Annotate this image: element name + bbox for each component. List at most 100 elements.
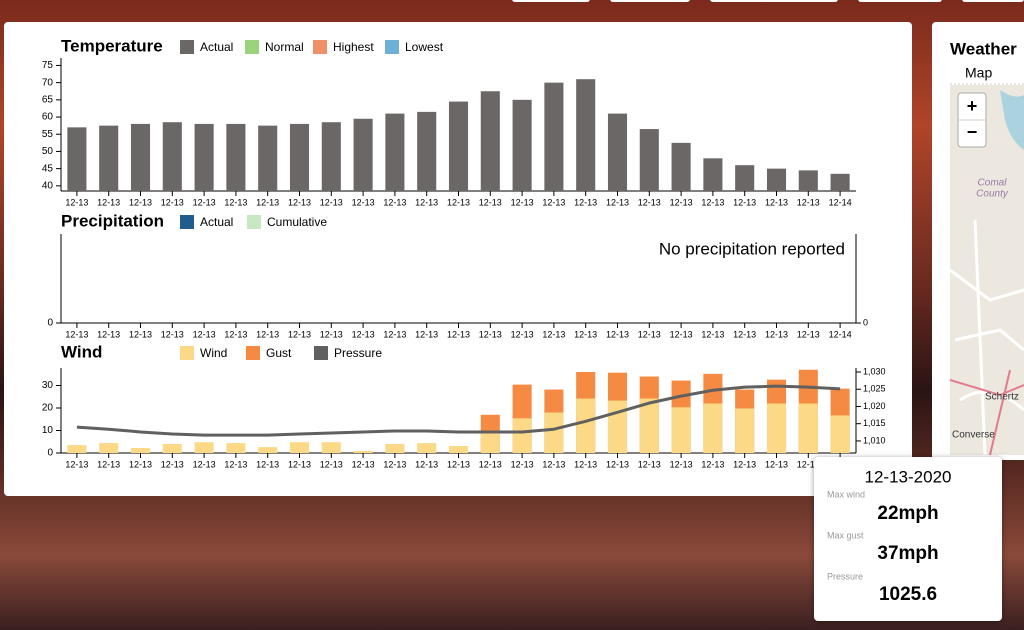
bar [544, 82, 564, 191]
x-tick-label: 12-13 [606, 459, 629, 469]
bar [67, 445, 87, 453]
x-tick-label: 12-13 [320, 329, 343, 339]
x-tick-label: 12-13 [193, 459, 216, 469]
x-tick-label: 12-13 [733, 197, 756, 207]
bar [576, 79, 596, 191]
legend-label: Actual [200, 215, 233, 229]
x-tick-label: 12-14 [829, 329, 852, 339]
y-tick-label: 60 [42, 112, 54, 123]
bar [353, 118, 373, 191]
map-panel: Weather Map + − Comal County Schertz Con… [932, 22, 1024, 460]
bar [480, 433, 500, 453]
roads [949, 219, 1024, 456]
bar [544, 412, 564, 453]
x-tick-label: 12-13 [479, 329, 502, 339]
top-button[interactable] [858, 0, 942, 2]
bar [162, 122, 182, 191]
x-tick-label: 12-13 [638, 329, 661, 339]
legend-label: Normal [265, 40, 304, 54]
x-tick-label: 12-13 [256, 329, 279, 339]
x-tick-label: 12-13 [97, 329, 120, 339]
bar [671, 407, 691, 453]
x-tick-label: 12-13 [129, 197, 152, 207]
map-tab[interactable]: Map [965, 65, 992, 81]
x-tick-label: 12-13 [129, 329, 152, 339]
zoom-out[interactable]: − [967, 122, 978, 142]
bar [639, 129, 659, 191]
x-tick-label: 12-13 [65, 197, 88, 207]
bar [703, 158, 723, 191]
bar [162, 444, 182, 453]
tooltip-value: 37mph [877, 543, 938, 564]
x-tick-label: 12-13 [542, 329, 565, 339]
x-tick-label: 12-13 [701, 329, 724, 339]
bar [417, 443, 437, 453]
x-tick-label: 12-13 [765, 459, 788, 469]
lake [1000, 90, 1024, 150]
x-tick-label: 12-13 [224, 329, 247, 339]
x-tick-label: 12-13 [256, 197, 279, 207]
top-button[interactable] [512, 0, 590, 2]
bar [448, 101, 469, 191]
x-tick-label: 12-13 [65, 329, 88, 339]
bar [607, 113, 628, 191]
legend-swatch [385, 40, 399, 54]
tooltip-label: Pressure [827, 571, 863, 581]
y-tick-label: 10 [42, 425, 54, 436]
bar [130, 123, 151, 191]
x-tick-label: 12-13 [542, 197, 565, 207]
bar [194, 123, 214, 191]
legend-label: Actual [200, 40, 233, 54]
bar [766, 168, 787, 191]
tooltip-label: Max wind [827, 489, 865, 499]
bar [194, 442, 214, 453]
legend-swatch [247, 215, 261, 229]
x-tick-label: 12-13 [733, 459, 756, 469]
bar [226, 443, 246, 453]
tooltip-label: Max gust [827, 530, 864, 540]
x-tick-label: 12-13 [797, 197, 820, 207]
x-tick-label: 12-13 [288, 197, 311, 207]
tooltip-value: 22mph [877, 503, 938, 524]
y2-tick-label: 1,010 [863, 435, 886, 445]
bar [512, 99, 532, 191]
x-tick-label: 12-13 [352, 197, 375, 207]
y-tick-label: 0 [47, 448, 53, 459]
y-tick-label: 45 [42, 163, 54, 174]
x-tick-label: 12-13 [193, 329, 216, 339]
y2-tick-label: 1,025 [863, 384, 886, 394]
x-tick-label: 12-13 [288, 329, 311, 339]
x-tick-label: 12-13 [574, 197, 597, 207]
bar [766, 403, 787, 453]
x-tick-label: 12-13 [479, 197, 502, 207]
x-tick-label: 12-13 [479, 459, 502, 469]
bar [512, 418, 532, 453]
y-tick-label: 55 [42, 129, 54, 140]
x-tick-label: 12-13 [415, 197, 438, 207]
bar [385, 113, 405, 191]
bar [321, 442, 341, 453]
x-tick-label: 12-13 [224, 459, 247, 469]
top-button[interactable] [610, 0, 690, 2]
bar [321, 122, 341, 191]
top-button[interactable] [962, 0, 1024, 2]
zoom-in[interactable]: + [967, 96, 978, 116]
x-tick-label: 12-13 [574, 459, 597, 469]
bar [830, 415, 850, 453]
y-tick-label: 65 [42, 94, 54, 105]
legend-swatch [180, 346, 194, 360]
y2-tick-label: 1,015 [863, 418, 886, 428]
place-label: Converse [952, 430, 995, 441]
bar [798, 170, 818, 191]
chart-title: Precipitation [61, 211, 164, 230]
y-tick-label: 0 [47, 318, 53, 329]
bar [607, 400, 628, 453]
legend-swatch [313, 40, 327, 54]
x-tick-label: 12-14 [829, 197, 852, 207]
x-tick-label: 12-13 [638, 459, 661, 469]
top-button[interactable] [710, 0, 838, 2]
bar [385, 444, 405, 453]
x-tick-label: 12-13 [97, 459, 120, 469]
x-tick-label: 12-13 [447, 459, 470, 469]
